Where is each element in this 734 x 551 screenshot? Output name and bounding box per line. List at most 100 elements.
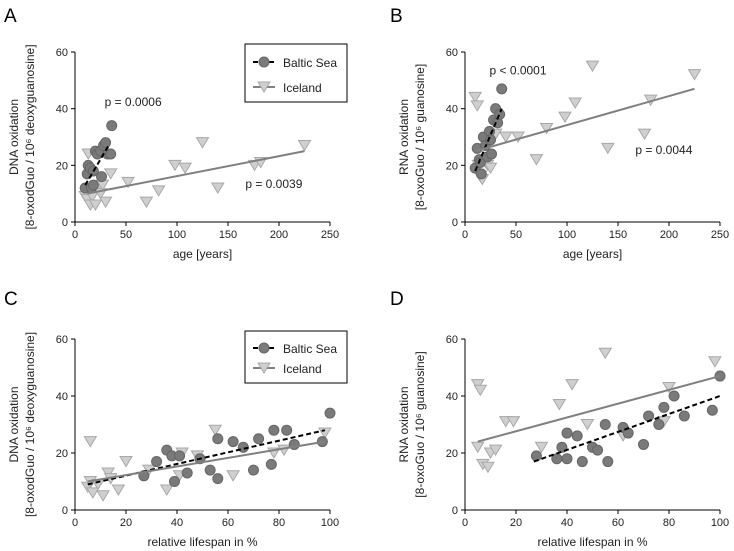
- iceland-point: [96, 490, 110, 502]
- x-tick-label: 250: [321, 229, 339, 241]
- x-tick-label: 60: [612, 517, 624, 529]
- panel-D: D 0 20 40 60 80 100 0 20 40 60 relative lifespan in…: [390, 289, 729, 549]
- x-axis-label: relative lifespan in %: [147, 535, 257, 549]
- iceland-regression-line: [474, 87, 695, 153]
- x-tick-label: 100: [168, 229, 186, 241]
- iceland-point: [539, 123, 554, 135]
- x-tick-label: 40: [561, 517, 573, 529]
- baltic-point: [474, 157, 486, 168]
- baltic-point: [268, 424, 280, 436]
- iceland-point: [580, 419, 595, 431]
- x-tick-label: 150: [609, 229, 627, 241]
- panel-letter: A: [4, 6, 17, 27]
- baltic-point: [281, 424, 293, 436]
- baltic-point: [151, 456, 163, 468]
- legend-triangle: [257, 81, 271, 93]
- iceland-point: [178, 162, 193, 175]
- panel-letter: B: [390, 6, 403, 27]
- legend-entry: Baltic Sea: [283, 56, 337, 70]
- baltic-point: [105, 148, 117, 160]
- iceland-point: [637, 128, 652, 141]
- iceland-point: [83, 436, 98, 448]
- iceland-point: [600, 142, 615, 155]
- baltic-point: [324, 407, 336, 419]
- iceland-point: [103, 168, 118, 180]
- panel-letter: D: [390, 289, 404, 310]
- baltic-regression-line: [474, 108, 503, 172]
- baltic-point: [253, 433, 265, 445]
- iceland-point: [468, 91, 483, 104]
- x-tick-label: 80: [273, 517, 285, 529]
- iceland-point: [101, 467, 116, 479]
- baltic-point: [174, 450, 186, 462]
- y-tick-label: 40: [446, 104, 458, 116]
- baltic-point: [227, 436, 239, 448]
- iceland-point: [111, 484, 126, 497]
- legend-triangle: [257, 362, 271, 374]
- iceland-point: [119, 456, 133, 468]
- x-tick-label: 60: [222, 517, 234, 529]
- baltic-regression-line: [533, 395, 721, 463]
- iceland-point: [208, 424, 223, 437]
- iceland-point: [483, 162, 498, 175]
- x-tick-label: 20: [120, 517, 132, 529]
- baltic-point: [204, 464, 216, 476]
- x-tick-label: 200: [270, 229, 288, 241]
- iceland-point: [88, 199, 103, 211]
- baltic-point: [571, 430, 583, 442]
- baltic-point: [485, 134, 496, 146]
- y-tick-label: 60: [56, 47, 68, 59]
- iceland-point: [159, 484, 174, 497]
- iceland-point: [687, 69, 702, 81]
- x-tick-label: 250: [711, 229, 729, 241]
- y-axis-label: [8-oxodGuo / 10⁶ deoxyguanosine]: [23, 332, 37, 517]
- p-value-annotation: p = 0.0044: [635, 143, 692, 157]
- y-tick-label: 60: [446, 334, 458, 346]
- baltic-point: [168, 476, 180, 487]
- y-tick-label: 40: [446, 391, 458, 403]
- baltic-point: [475, 168, 487, 180]
- panel-B: B 0 50 100 150 200 250 0 20 40 60 age [years] RNA ox…: [390, 6, 729, 261]
- iceland-regression-line: [477, 375, 721, 443]
- legend: Baltic Sea Iceland: [244, 43, 348, 103]
- iceland-regression-line: [87, 150, 305, 195]
- baltic-point: [678, 410, 690, 422]
- y-tick-label: 20: [446, 160, 458, 172]
- p-value-annotation: p < 0.0001: [489, 64, 546, 78]
- panel-letter: C: [4, 289, 18, 310]
- legend-entry: Baltic Sea: [283, 342, 337, 356]
- iceland-point: [481, 461, 495, 474]
- baltic-point: [212, 473, 224, 485]
- iceland-point: [565, 379, 579, 391]
- x-tick-label: 80: [663, 517, 675, 529]
- iceland-point: [511, 131, 525, 143]
- iceland-point: [473, 384, 488, 397]
- x-tick-label: 150: [219, 229, 237, 241]
- baltic-point: [258, 342, 270, 354]
- baltic-point: [496, 83, 508, 95]
- x-tick-label: 50: [510, 229, 522, 241]
- baltic-point: [658, 401, 670, 413]
- y-tick-label: 20: [56, 448, 68, 460]
- y-tick-label: 20: [56, 160, 68, 172]
- baltic-point: [668, 390, 680, 402]
- iceland-point: [558, 111, 572, 124]
- iceland-point: [568, 97, 583, 109]
- iceland-point: [529, 154, 544, 166]
- x-tick-label: 0: [462, 517, 468, 529]
- baltic-point: [486, 148, 498, 160]
- y-tick-label: 0: [62, 217, 68, 229]
- legend-entry: Iceland: [283, 81, 322, 95]
- iceland-point: [98, 196, 113, 209]
- iceland-point: [151, 185, 166, 197]
- baltic-point: [530, 450, 542, 462]
- x-axis-label: age [years]: [563, 247, 622, 261]
- iceland-point: [195, 137, 210, 149]
- baltic-point: [212, 433, 224, 445]
- baltic-point: [592, 444, 604, 456]
- x-tick-label: 100: [711, 517, 729, 529]
- iceland-point: [210, 182, 225, 194]
- baltic-point: [96, 171, 108, 183]
- iceland-point: [470, 100, 485, 112]
- x-tick-label: 20: [510, 517, 522, 529]
